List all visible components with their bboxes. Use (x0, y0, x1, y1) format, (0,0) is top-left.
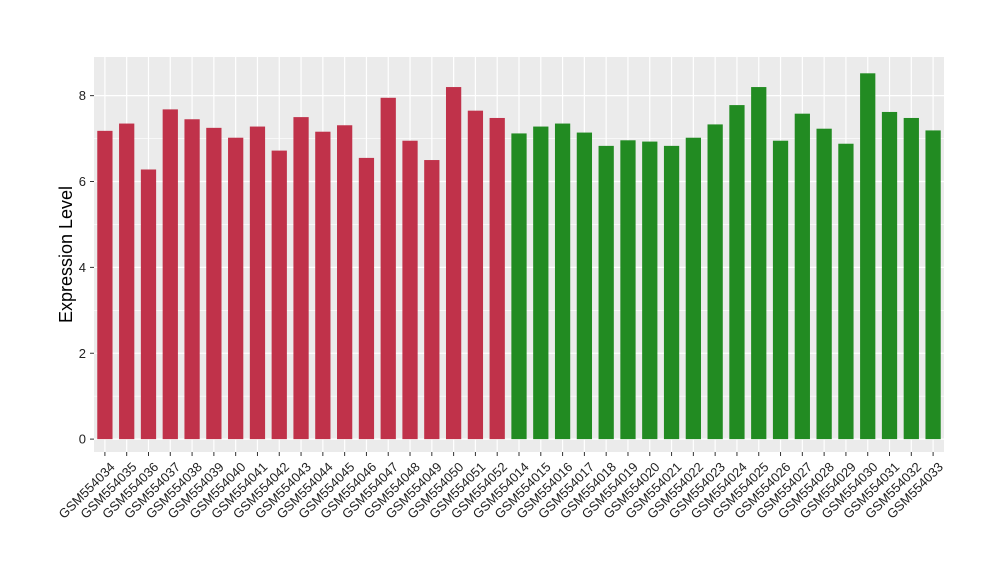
bar-GSM554040 (228, 137, 244, 440)
bar-GSM554036 (140, 169, 157, 440)
x-axis: GSM554034GSM554035GSM554036GSM554037GSM5… (56, 452, 946, 522)
bar-GSM554035 (119, 123, 135, 440)
bar-GSM554021 (663, 145, 680, 440)
bar-GSM554039 (206, 127, 222, 440)
bar-GSM554032 (903, 117, 919, 440)
bar-GSM554024 (729, 105, 745, 440)
bar-GSM554043 (293, 117, 309, 440)
y-tick-label: 2 (79, 346, 86, 361)
y-tick-label: 8 (79, 88, 86, 103)
bar-GSM554015 (533, 126, 549, 440)
y-tick-label: 0 (79, 432, 86, 447)
bar-GSM554041 (249, 126, 266, 440)
bar-GSM554042 (271, 150, 287, 440)
bar-GSM554031 (881, 111, 898, 440)
bar-GSM554018 (598, 145, 614, 440)
bar-GSM554028 (816, 128, 832, 440)
bar-GSM554022 (685, 137, 701, 440)
bar-GSM554050 (445, 87, 462, 440)
bar-GSM554034 (97, 130, 113, 440)
bar-GSM554046 (358, 157, 375, 440)
bar-GSM554019 (620, 140, 636, 440)
bar-GSM554020 (642, 141, 658, 440)
y-tick-label: 6 (79, 174, 86, 189)
bar-GSM554014 (511, 133, 527, 440)
y-axis-title: Expression Level (56, 186, 76, 323)
bar-GSM554033 (925, 130, 941, 440)
bar-GSM554047 (380, 97, 396, 440)
bar-GSM554045 (337, 125, 353, 440)
bar-GSM554052 (489, 117, 505, 440)
bar-GSM554049 (424, 160, 440, 440)
y-axis: 0 2 4 6 8 (79, 88, 94, 447)
bar-GSM554023 (707, 124, 723, 440)
bars (97, 73, 941, 440)
bar-GSM554051 (467, 110, 484, 440)
bar-GSM554026 (772, 140, 789, 440)
bar-GSM554038 (184, 119, 200, 440)
bar-GSM554016 (554, 123, 571, 440)
bar-GSM554025 (751, 87, 767, 440)
bar-GSM554037 (162, 109, 178, 440)
bar-GSM554017 (576, 132, 593, 440)
bar-GSM554029 (838, 143, 854, 440)
y-tick-label: 4 (79, 260, 86, 275)
bar-GSM554044 (315, 131, 331, 440)
bar-GSM554027 (794, 113, 810, 440)
bar-GSM554048 (402, 140, 418, 440)
bar-GSM554030 (860, 73, 876, 440)
